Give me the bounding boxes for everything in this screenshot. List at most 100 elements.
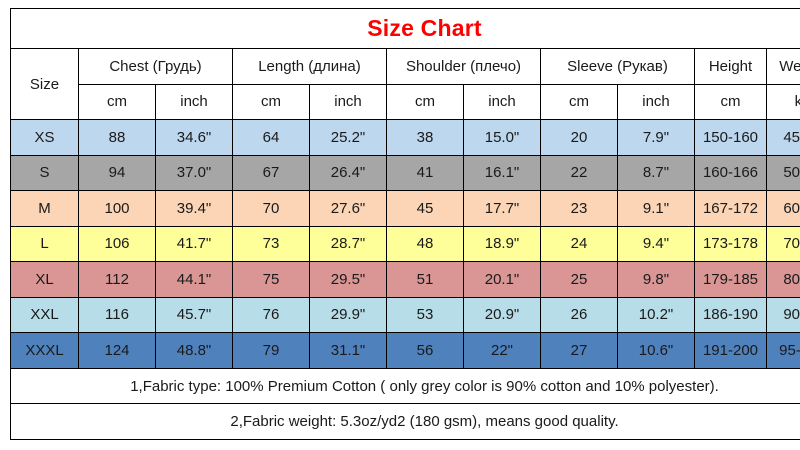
header-unit-weight: kg (765, 83, 800, 121)
cell-sleeve_cm: 20 (540, 119, 618, 156)
cell-shoulder_inch: 20.9" (463, 296, 541, 334)
cell-sleeve_inch: 8.7" (617, 154, 695, 192)
cell-shoulder_cm: 41 (386, 154, 464, 192)
cell-shoulder_cm: 56 (386, 332, 464, 369)
fabric-note-1: 1,Fabric type: 100% Premium Cotton ( onl… (9, 367, 800, 405)
cell-sleeve_inch: 7.9" (617, 119, 695, 156)
cell-length_inch: 29.9" (309, 296, 387, 334)
table-row: L10641.7"7328.7"4818.9"249.4"173-17870-8… (10, 225, 800, 263)
cell-length_cm: 73 (232, 225, 310, 263)
size-label-XL: XL (10, 261, 79, 298)
cell-shoulder_inch: 20.1" (463, 261, 541, 298)
cell-weight_kg: 50-60 (765, 154, 800, 192)
cell-chest_inch: 34.6" (155, 119, 233, 156)
cell-length_inch: 28.7" (309, 225, 387, 263)
header-group-1: Length (длина) (232, 47, 387, 85)
cell-length_inch: 29.5" (309, 261, 387, 298)
cell-length_inch: 27.6" (309, 190, 387, 227)
cell-sleeve_cm: 27 (540, 332, 618, 369)
cell-height_cm: 167-172 (694, 190, 767, 227)
cell-chest_cm: 100 (78, 190, 156, 227)
cell-weight_kg: 70-80 (765, 225, 800, 263)
cell-weight_kg: 80-90 (765, 261, 800, 298)
cell-height_cm: 173-178 (694, 225, 767, 263)
cell-length_cm: 70 (232, 190, 310, 227)
cell-shoulder_inch: 18.9" (463, 225, 541, 263)
cell-chest_cm: 124 (78, 332, 156, 369)
cell-sleeve_cm: 22 (540, 154, 618, 192)
cell-chest_inch: 41.7" (155, 225, 233, 263)
title-row: Size Chart (9, 8, 800, 49)
size-chart-table: Size Chart Size Chest (Грудь) Length (длина… (9, 8, 800, 440)
cell-length_inch: 26.4" (309, 154, 387, 192)
fabric-note-2: 2,Fabric weight: 5.3oz/yd2 (180 gsm), me… (9, 403, 800, 440)
cell-shoulder_cm: 48 (386, 225, 464, 263)
cell-chest_inch: 48.8" (155, 332, 233, 369)
cell-chest_cm: 112 (78, 261, 156, 298)
note-row: 2,Fabric weight: 5.3oz/yd2 (180 gsm), me… (9, 403, 800, 440)
header-unit-2-0: cm (386, 83, 464, 121)
cell-shoulder_inch: 16.1" (463, 154, 541, 192)
header-group-row: Size Chest (Грудь) Length (длина) Shoulder … (10, 47, 800, 121)
header-unit-0-1: inch (155, 83, 233, 121)
header-unit-row: cminchcminchcminchcminchcmkg (11, 83, 800, 121)
cell-shoulder_cm: 53 (386, 296, 464, 334)
cell-weight_kg: 45-50 (765, 119, 800, 156)
cell-sleeve_cm: 25 (540, 261, 618, 298)
table-row: XXXL 124 48.8" 79 31.1" 56 22" 27 10.6" 191-200 95… (10, 332, 800, 369)
cell-weight_kg: 90-95 (765, 296, 800, 334)
cell-height_cm: 150-160 (694, 119, 767, 156)
header-weight: Weight (765, 47, 800, 85)
cell-shoulder_cm: 51 (386, 261, 464, 298)
cell-chest_inch: 39.4" (155, 190, 233, 227)
cell-chest_cm: 106 (78, 225, 156, 263)
size-label-M: M (10, 190, 79, 227)
size-label-L: L (10, 225, 79, 263)
cell-height_cm: 191-200 (694, 332, 767, 369)
cell-length_inch: 31.1" (309, 332, 387, 369)
page-title: Size Chart (367, 14, 482, 41)
cell-chest_inch: 45.7" (155, 296, 233, 334)
cell-shoulder_inch: 22" (463, 332, 541, 369)
cell-sleeve_inch: 9.1" (617, 190, 695, 227)
cell-shoulder_inch: 15.0" (463, 119, 541, 156)
cell-sleeve_cm: 24 (540, 225, 618, 263)
header-unit-3-0: cm (540, 83, 618, 121)
cell-sleeve_inch: 9.4" (617, 225, 695, 263)
table-row: XL11244.1"7529.5"5120.1"259.8"179-18580-… (10, 261, 800, 298)
size-label-XS: XS (10, 119, 79, 156)
cell-length_cm: 75 (232, 261, 310, 298)
cell-sleeve_cm: 23 (540, 190, 618, 227)
cell-chest_cm: 116 (78, 296, 156, 334)
cell-shoulder_cm: 45 (386, 190, 464, 227)
cell-chest_cm: 94 (78, 154, 156, 192)
cell-length_cm: 67 (232, 154, 310, 192)
cell-shoulder_inch: 17.7" (463, 190, 541, 227)
chart-title-cell: Size Chart (9, 8, 800, 49)
cell-sleeve_cm: 26 (540, 296, 618, 334)
cell-sleeve_inch: 9.8" (617, 261, 695, 298)
cell-length_cm: 64 (232, 119, 310, 156)
size-label-XXXL: XXXL (10, 332, 79, 369)
size-label-S: S (10, 154, 79, 192)
header-group-0: Chest (Грудь) (78, 47, 233, 85)
cell-height_cm: 186-190 (694, 296, 767, 334)
header-unit-1-1: inch (309, 83, 387, 121)
cell-weight_kg: 60-70 (765, 190, 800, 227)
cell-sleeve_inch: 10.2" (617, 296, 695, 334)
header-unit-3-1: inch (617, 83, 695, 121)
size-label-XXL: XXL (10, 296, 79, 334)
size-chart-container: Size Chart Size Chest (Грудь) Length (длина… (9, 8, 800, 440)
cell-length_cm: 76 (232, 296, 310, 334)
cell-height_cm: 160-166 (694, 154, 767, 192)
table-row: XXL 116 45.7" 76 29.9" 53 20.9" 26 10.2" 186-190 9… (10, 296, 800, 334)
cell-shoulder_cm: 38 (386, 119, 464, 156)
header-group-2: Shoulder (плечо) (386, 47, 541, 85)
header-unit-2-1: inch (463, 83, 541, 121)
cell-height_cm: 179-185 (694, 261, 767, 298)
table-row: XS8834.6"6425.2"3815.0"207.9"150-16045-5… (10, 119, 800, 156)
cell-weight_kg: 95-100 (765, 332, 800, 369)
header-group-3: Sleeve (Рукав) (540, 47, 695, 85)
cell-chest_cm: 88 (78, 119, 156, 156)
